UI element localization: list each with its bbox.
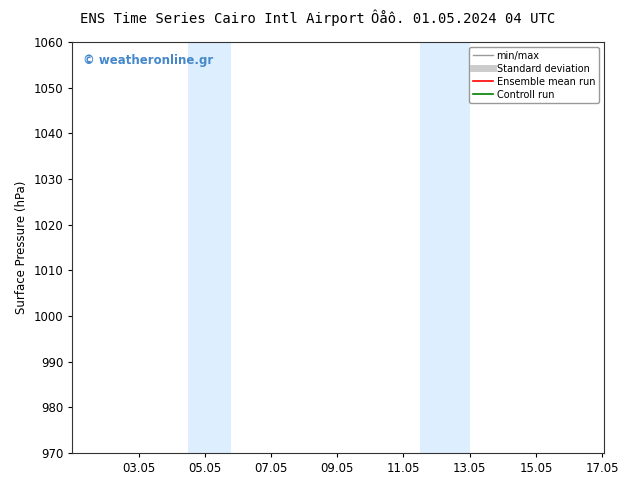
Y-axis label: Surface Pressure (hPa): Surface Pressure (hPa): [15, 181, 28, 314]
Text: © weatheronline.gr: © weatheronline.gr: [83, 54, 213, 68]
Bar: [188, 42, 231, 453]
Text: ENS Time Series Cairo Intl Airport: ENS Time Series Cairo Intl Airport: [79, 12, 365, 26]
Bar: [420, 42, 470, 453]
Text: Ôåô. 01.05.2024 04 UTC: Ôåô. 01.05.2024 04 UTC: [371, 12, 555, 26]
Legend: min/max, Standard deviation, Ensemble mean run, Controll run: min/max, Standard deviation, Ensemble me…: [469, 47, 599, 103]
